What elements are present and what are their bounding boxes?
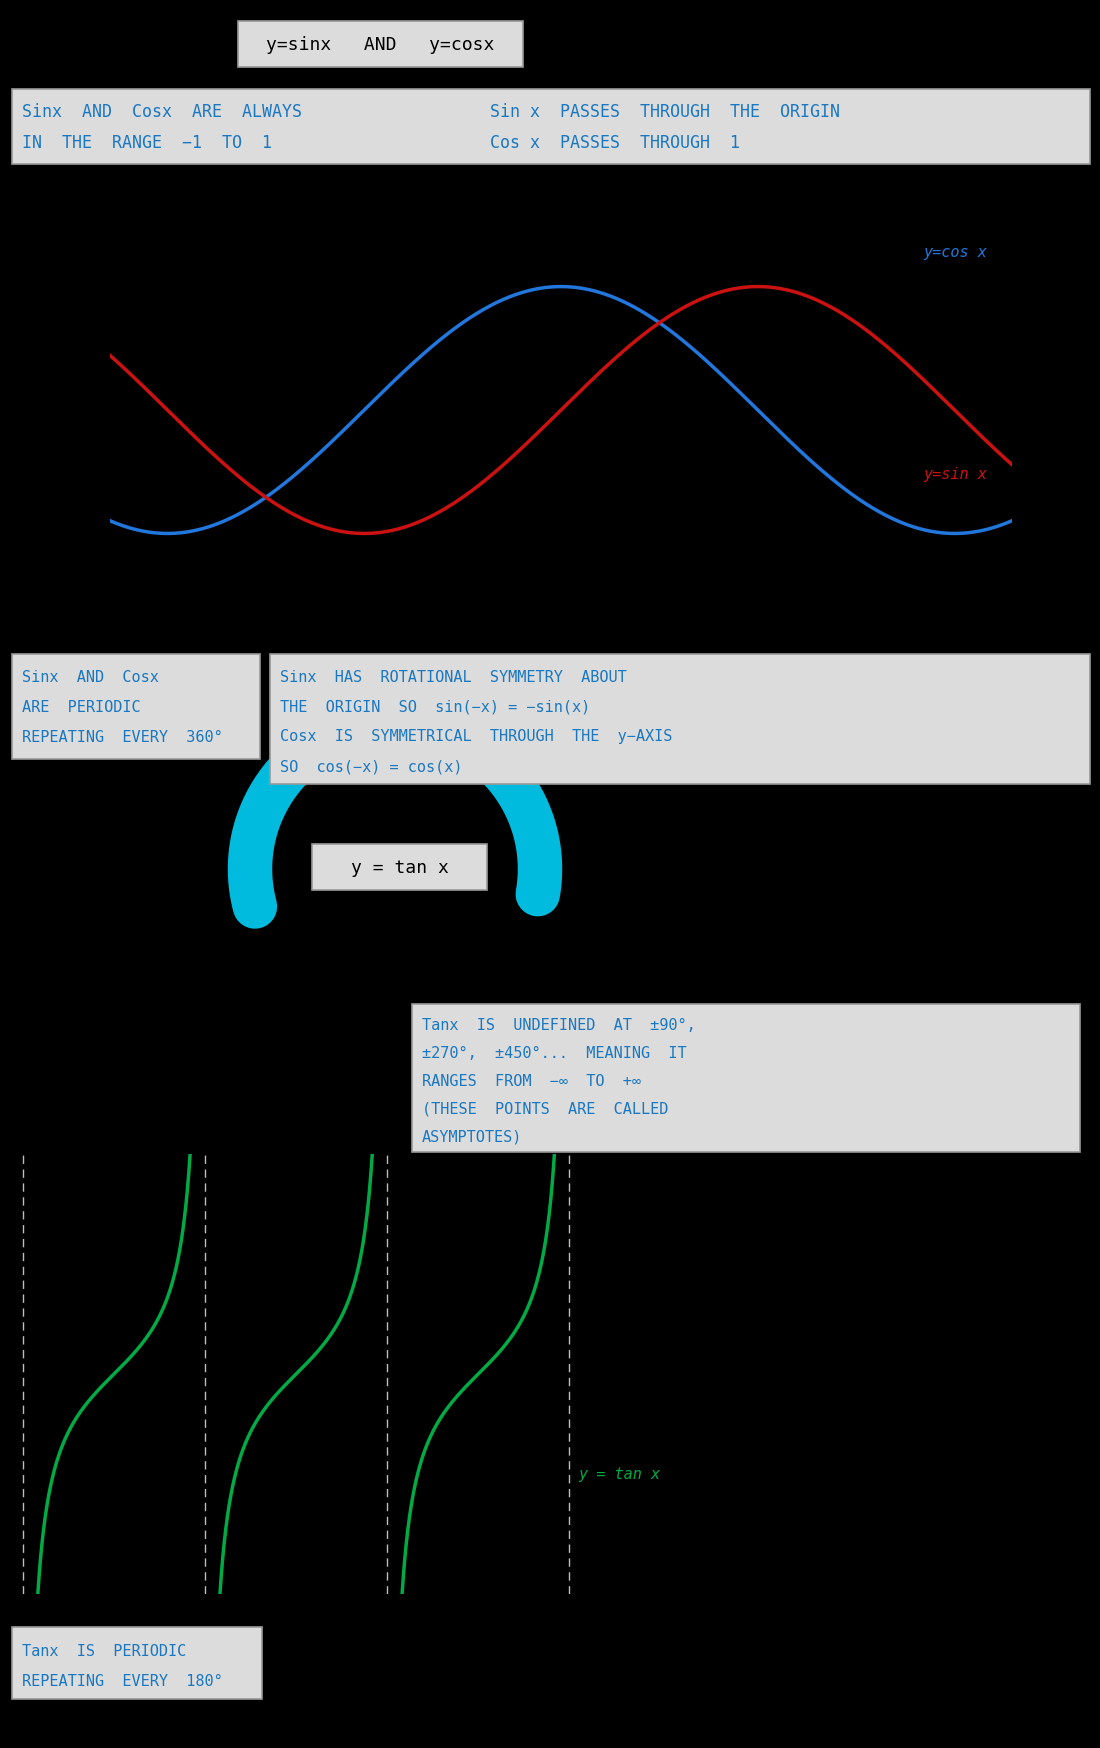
- FancyBboxPatch shape: [270, 654, 1090, 785]
- Text: y=sin x: y=sin x: [923, 467, 987, 482]
- Text: IN  THE  RANGE  −1  TO  1: IN THE RANGE −1 TO 1: [22, 135, 272, 152]
- FancyBboxPatch shape: [12, 654, 260, 760]
- Text: Sinx  HAS  ROTATIONAL  SYMMETRY  ABOUT: Sinx HAS ROTATIONAL SYMMETRY ABOUT: [280, 669, 627, 683]
- Text: Cosx  IS  SYMMETRICAL  THROUGH  THE  y−AXIS: Cosx IS SYMMETRICAL THROUGH THE y−AXIS: [280, 729, 672, 745]
- Text: THE  ORIGIN  SO  sin(−x) = −sin(x): THE ORIGIN SO sin(−x) = −sin(x): [280, 699, 591, 715]
- FancyBboxPatch shape: [312, 844, 487, 890]
- Text: Sin x  PASSES  THROUGH  THE  ORIGIN: Sin x PASSES THROUGH THE ORIGIN: [490, 103, 840, 121]
- Text: Sinx  AND  Cosx: Sinx AND Cosx: [22, 669, 158, 683]
- Text: Sinx  AND  Cosx  ARE  ALWAYS: Sinx AND Cosx ARE ALWAYS: [22, 103, 302, 121]
- FancyBboxPatch shape: [412, 1005, 1080, 1152]
- Text: ARE  PERIODIC: ARE PERIODIC: [22, 701, 141, 715]
- Text: RANGES  FROM  −∞  TO  +∞: RANGES FROM −∞ TO +∞: [422, 1073, 641, 1087]
- FancyBboxPatch shape: [12, 89, 1090, 164]
- Text: REPEATING  EVERY  180°: REPEATING EVERY 180°: [22, 1673, 222, 1687]
- FancyBboxPatch shape: [238, 23, 522, 68]
- FancyBboxPatch shape: [12, 1627, 262, 1699]
- Text: ASYMPTOTES): ASYMPTOTES): [422, 1129, 522, 1143]
- Text: SO  cos(−x) = cos(x): SO cos(−x) = cos(x): [280, 759, 462, 774]
- Text: ±270°,  ±450°...  MEANING  IT: ±270°, ±450°... MEANING IT: [422, 1045, 686, 1059]
- Text: y = tan x: y = tan x: [578, 1467, 660, 1481]
- Text: y=cos x: y=cos x: [923, 245, 987, 259]
- Text: y=sinx   AND   y=cosx: y=sinx AND y=cosx: [266, 37, 495, 54]
- Text: (THESE  POINTS  ARE  CALLED: (THESE POINTS ARE CALLED: [422, 1101, 669, 1115]
- Text: Tanx  IS  UNDEFINED  AT  ±90°,: Tanx IS UNDEFINED AT ±90°,: [422, 1017, 695, 1031]
- Text: y = tan x: y = tan x: [351, 858, 449, 876]
- Text: Cos x  PASSES  THROUGH  1: Cos x PASSES THROUGH 1: [490, 135, 740, 152]
- Text: Tanx  IS  PERIODIC: Tanx IS PERIODIC: [22, 1643, 186, 1657]
- Text: REPEATING  EVERY  360°: REPEATING EVERY 360°: [22, 731, 222, 745]
